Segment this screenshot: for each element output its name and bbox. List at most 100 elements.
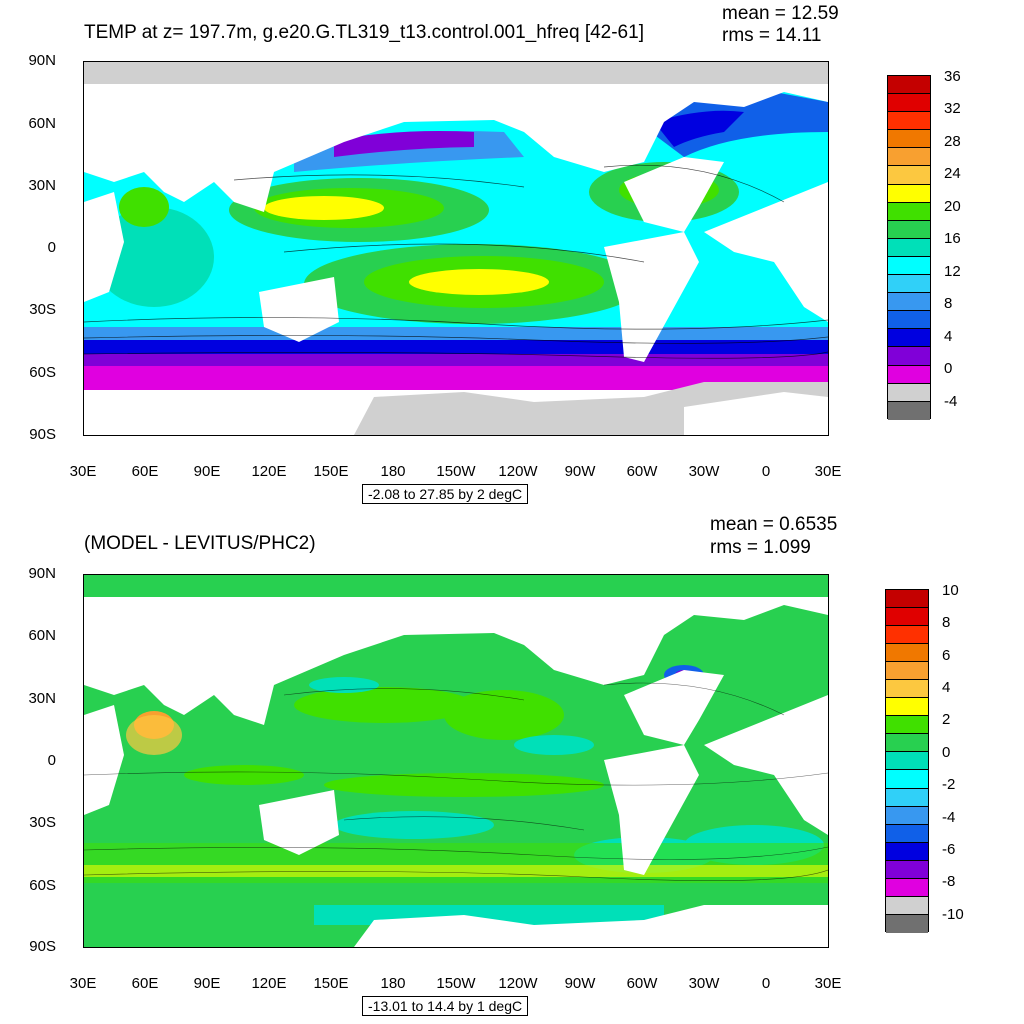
colorbar-swatch	[888, 238, 930, 257]
colorbar-swatch	[888, 112, 930, 131]
colorbar-label: 36	[944, 68, 961, 85]
colorbar-label: -10	[942, 905, 964, 923]
top-panel: TEMP at z= 197.7m, g.e20.G.TL319_t13.con…	[28, 3, 961, 504]
lon-label: 90W	[564, 463, 596, 480]
colorbar-label: -4	[944, 392, 958, 410]
colorbar-swatch	[888, 148, 930, 167]
colorbar-label: 0	[942, 743, 951, 761]
colorbar-swatch	[888, 347, 930, 366]
lon-label: 90W	[564, 975, 596, 992]
colorbar-label: -2	[942, 776, 956, 794]
lat-label: 30N	[28, 177, 56, 194]
colorbar-swatch	[886, 662, 928, 681]
lon-label: 120W	[498, 975, 538, 992]
lon-label: 60W	[626, 975, 658, 992]
colorbar-label: 0	[944, 360, 953, 378]
bottom-mean: mean = 0.6535	[710, 514, 838, 535]
lon-label: 90E	[193, 463, 221, 480]
top-map	[83, 61, 829, 436]
top-mean: mean = 12.59	[722, 3, 839, 24]
colorbar-swatch	[888, 256, 930, 276]
colorbar-swatch	[888, 365, 930, 384]
lat-label: 30S	[29, 814, 56, 831]
lon-label: 0	[761, 463, 771, 480]
colorbar-swatch	[888, 202, 930, 221]
colorbar-label: 2	[942, 711, 951, 729]
lon-label: 120E	[251, 975, 287, 992]
lon-label: 30E	[69, 463, 97, 480]
lon-label: 150E	[313, 975, 349, 992]
colorbar-label: 28	[944, 132, 961, 150]
lat-label: 90N	[28, 565, 56, 582]
top-colorbar	[887, 75, 931, 420]
colorbar-label: 6	[942, 646, 951, 664]
colorbar-label: -6	[942, 840, 956, 858]
colorbar-label: 4	[944, 327, 953, 345]
colorbar-swatch	[886, 806, 928, 825]
colorbar-label: 4	[942, 679, 951, 697]
colorbar-swatch	[886, 608, 928, 627]
lon-label: 0	[761, 975, 771, 992]
lat-label: 30N	[28, 690, 56, 707]
colorbar-swatch	[888, 329, 930, 348]
bottom-title: (MODEL - LEVITUS/PHC2)	[84, 533, 316, 554]
lat-label: 0	[47, 239, 56, 256]
colorbar-swatch	[886, 896, 928, 915]
bottom-map	[83, 574, 829, 948]
colorbar-swatch	[886, 788, 928, 807]
colorbar-swatch	[886, 878, 928, 897]
colorbar-swatch	[886, 698, 928, 717]
lon-label: 120E	[251, 463, 287, 480]
bottom-colorbar	[885, 589, 929, 933]
colorbar-swatch	[886, 860, 928, 879]
colorbar-swatch	[888, 275, 930, 294]
colorbar-swatch	[886, 770, 928, 789]
colorbar-swatch	[888, 166, 930, 185]
lon-label: 120W	[498, 463, 538, 480]
lon-label: 60E	[131, 975, 159, 992]
bottom-panel: (MODEL - LEVITUS/PHC2) mean = 0.6535 rms…	[0, 512, 1024, 1024]
lon-label: 150W	[436, 463, 476, 480]
lat-label: 90S	[29, 426, 56, 443]
colorbar-swatch	[888, 293, 930, 312]
colorbar-label: 8	[944, 295, 953, 313]
colorbar-label: -4	[942, 808, 956, 826]
lat-label: 60N	[28, 115, 56, 132]
colorbar-swatch	[888, 220, 930, 239]
colorbar-swatch	[886, 824, 928, 843]
colorbar-swatch	[888, 383, 930, 402]
colorbar-label: 32	[944, 100, 961, 118]
lon-label: 90E	[193, 975, 221, 992]
lon-label: 150E	[313, 463, 349, 480]
colorbar-swatch	[886, 842, 928, 861]
lon-label: 30E	[814, 975, 842, 992]
lon-label: 30W	[688, 975, 720, 992]
colorbar-swatch	[888, 311, 930, 330]
lat-label: 60N	[28, 627, 56, 644]
lat-label: 60S	[29, 364, 56, 381]
colorbar-swatch	[888, 130, 930, 149]
colorbar-swatch	[886, 626, 928, 645]
colorbar-swatch	[886, 914, 928, 933]
top-title: TEMP at z= 197.7m, g.e20.G.TL319_t13.con…	[84, 22, 644, 43]
colorbar-label: -8	[942, 873, 956, 891]
lat-label: 0	[47, 752, 56, 769]
lon-label: 60E	[131, 463, 159, 480]
colorbar-swatch	[886, 716, 928, 735]
colorbar-swatch	[886, 644, 928, 663]
colorbar-swatch	[888, 401, 930, 420]
lon-label: 30E	[69, 975, 97, 992]
colorbar-label: 24	[944, 165, 961, 183]
colorbar-label: 12	[944, 262, 961, 280]
colorbar-swatch	[886, 752, 928, 771]
top-range-box: -2.08 to 27.85 by 2 degC	[362, 484, 529, 504]
lon-label: 30E	[814, 463, 842, 480]
lat-label: 90N	[28, 52, 56, 69]
lat-label: 90S	[29, 938, 56, 955]
lat-label: 30S	[29, 301, 56, 318]
colorbar-label: 16	[944, 230, 961, 248]
colorbar-label: 10	[942, 582, 959, 599]
bottom-rms: rms = 1.099	[710, 537, 811, 558]
colorbar-swatch	[886, 590, 928, 609]
colorbar-swatch	[886, 680, 928, 699]
